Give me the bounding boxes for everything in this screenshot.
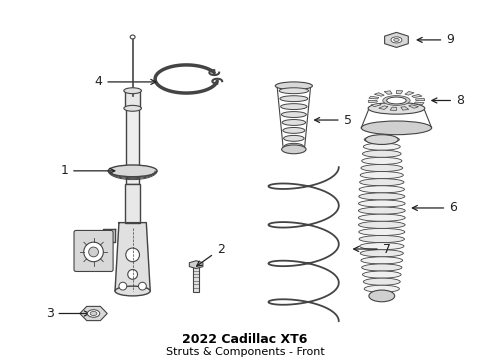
Polygon shape [369,96,379,99]
Ellipse shape [124,105,142,111]
Ellipse shape [279,88,309,94]
Text: 3: 3 [46,307,89,320]
Polygon shape [115,222,150,291]
Ellipse shape [283,127,305,133]
Circle shape [119,282,127,290]
Polygon shape [189,261,203,269]
Text: 9: 9 [417,33,454,46]
Text: 5: 5 [315,113,352,126]
Ellipse shape [364,136,399,143]
Polygon shape [385,32,408,48]
Ellipse shape [360,243,404,250]
Ellipse shape [362,264,402,271]
Ellipse shape [275,82,313,90]
Polygon shape [409,105,418,108]
Ellipse shape [360,179,404,186]
Text: 8: 8 [432,94,464,107]
Ellipse shape [359,235,404,243]
Ellipse shape [281,104,307,109]
Ellipse shape [363,150,401,157]
Polygon shape [371,103,381,107]
Polygon shape [379,106,388,109]
Ellipse shape [393,39,399,41]
Text: 4: 4 [95,76,156,89]
Ellipse shape [360,250,403,257]
Polygon shape [396,91,403,94]
Ellipse shape [360,172,403,179]
Ellipse shape [363,278,400,285]
Polygon shape [390,107,396,111]
Ellipse shape [364,285,399,292]
Ellipse shape [284,143,303,149]
Ellipse shape [362,157,402,165]
Text: 7: 7 [354,243,391,256]
Text: Struts & Components - Front: Struts & Components - Front [166,347,324,357]
Ellipse shape [369,290,394,302]
Circle shape [139,282,147,290]
Ellipse shape [361,121,432,135]
Circle shape [84,242,103,262]
Polygon shape [384,91,392,94]
Ellipse shape [359,221,405,228]
FancyBboxPatch shape [74,230,113,271]
Ellipse shape [361,165,403,172]
Ellipse shape [115,286,150,296]
Text: 6: 6 [413,202,457,215]
Ellipse shape [363,271,401,278]
Ellipse shape [359,200,405,207]
Ellipse shape [366,135,398,144]
Ellipse shape [368,103,425,114]
Polygon shape [368,100,377,103]
Bar [125,91,141,108]
Polygon shape [103,229,115,242]
Ellipse shape [282,120,306,125]
Circle shape [89,247,98,257]
Polygon shape [405,91,414,95]
Ellipse shape [87,310,99,317]
Ellipse shape [387,97,406,104]
Ellipse shape [383,96,410,105]
Ellipse shape [281,112,306,117]
Ellipse shape [90,311,97,316]
Text: 2022 Cadillac XT6: 2022 Cadillac XT6 [182,333,308,346]
Ellipse shape [359,186,404,193]
Polygon shape [401,107,409,110]
Bar [126,108,140,184]
Ellipse shape [282,145,306,154]
Polygon shape [412,94,422,98]
Ellipse shape [391,37,402,43]
Polygon shape [416,98,425,100]
Ellipse shape [358,214,405,221]
Ellipse shape [130,35,135,39]
Ellipse shape [359,193,405,200]
Ellipse shape [363,143,400,150]
Bar [193,265,199,292]
Ellipse shape [124,88,142,94]
Bar [125,184,141,222]
Circle shape [126,248,140,262]
Polygon shape [374,93,384,96]
Polygon shape [80,306,107,321]
Circle shape [128,270,138,279]
Ellipse shape [359,228,405,235]
Polygon shape [414,102,424,105]
Ellipse shape [284,135,304,141]
Ellipse shape [108,165,157,177]
Ellipse shape [280,96,308,102]
Text: 2: 2 [196,243,224,266]
Ellipse shape [361,257,403,264]
Text: 1: 1 [60,164,115,177]
Ellipse shape [358,207,405,214]
